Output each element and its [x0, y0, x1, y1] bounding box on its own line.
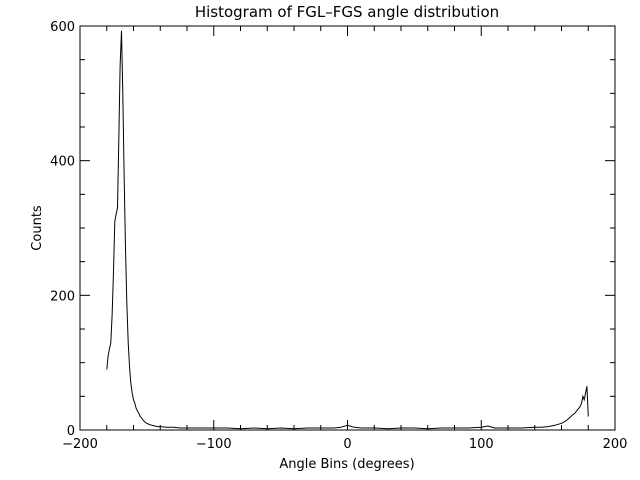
x-tick-labels: −200 −100 0 100 200: [62, 437, 627, 452]
y-tick-label: 600: [50, 20, 75, 35]
histogram-line: [106, 30, 589, 430]
x-axis-label: Angle Bins (degrees): [279, 457, 414, 472]
y-tick-labels: 0 200 400 600: [50, 20, 75, 439]
y-tick-label: 200: [50, 289, 75, 304]
x-tick-label: −100: [196, 437, 232, 452]
y-tick-label: 400: [50, 155, 75, 170]
y-tick-label: 0: [67, 424, 75, 439]
x-tick-label: 100: [469, 437, 494, 452]
chart-title: Histogram of FGL–FGS angle distribution: [195, 3, 499, 21]
axis-ticks: [79, 25, 616, 431]
x-tick-label: 0: [343, 437, 351, 452]
y-axis-label: Counts: [30, 205, 45, 251]
x-tick-label: −200: [62, 437, 98, 452]
x-tick-label: 200: [603, 437, 628, 452]
